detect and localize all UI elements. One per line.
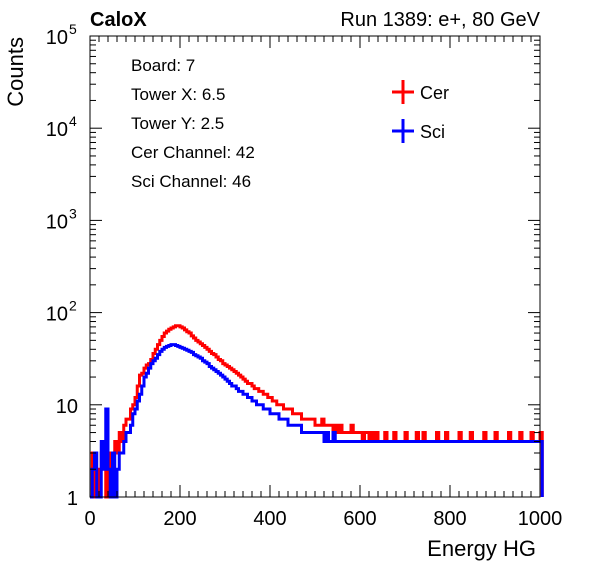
y-tick-label: 1 [67,488,78,510]
info-board: Board: 7 [131,56,195,75]
x-tick-label: 1000 [518,508,563,530]
x-tick-label: 200 [163,508,196,530]
legend-sci-label: Sci [420,122,445,142]
info-sci-channel: Sci Channel: 46 [131,172,251,191]
legend: Cer Sci [392,80,449,143]
run-info-label: Run 1389: e+, 80 GeV [340,9,540,31]
y-axis-label: Counts [3,37,28,107]
y-tick-exponent: 4 [69,113,77,129]
y-tick-label: 10 [46,211,68,233]
x-tick-label: 400 [253,508,286,530]
info-box: Board: 7 Tower X: 6.5 Tower Y: 2.5 Cer C… [131,56,255,191]
y-tick-label: 10 [46,119,68,141]
info-tower-y: Tower Y: 2.5 [131,114,224,133]
y-tick-exponent: 3 [69,205,77,221]
series-layer [90,324,544,499]
y-tick-label: 10 [56,396,78,418]
y-tick-label: 10 [46,304,68,326]
info-tower-x: Tower X: 6.5 [131,85,226,104]
y-tick-label: 10 [46,27,68,49]
x-tick-label: 0 [84,508,95,530]
series-cer-histogram [90,324,544,499]
x-tick-label: 600 [343,508,376,530]
legend-cer-marker [392,80,414,104]
series-sci-histogram [90,343,544,499]
y-tick-exponent: 5 [69,21,77,37]
legend-cer-label: Cer [420,83,449,103]
brand-label: CaloX [90,9,147,31]
x-tick-label: 800 [433,508,466,530]
x-axis-label: Energy HG [427,536,536,561]
info-cer-channel: Cer Channel: 42 [131,143,255,162]
plot-frame [89,35,541,498]
legend-sci-marker [392,119,414,143]
y-tick-exponent: 2 [69,298,77,314]
